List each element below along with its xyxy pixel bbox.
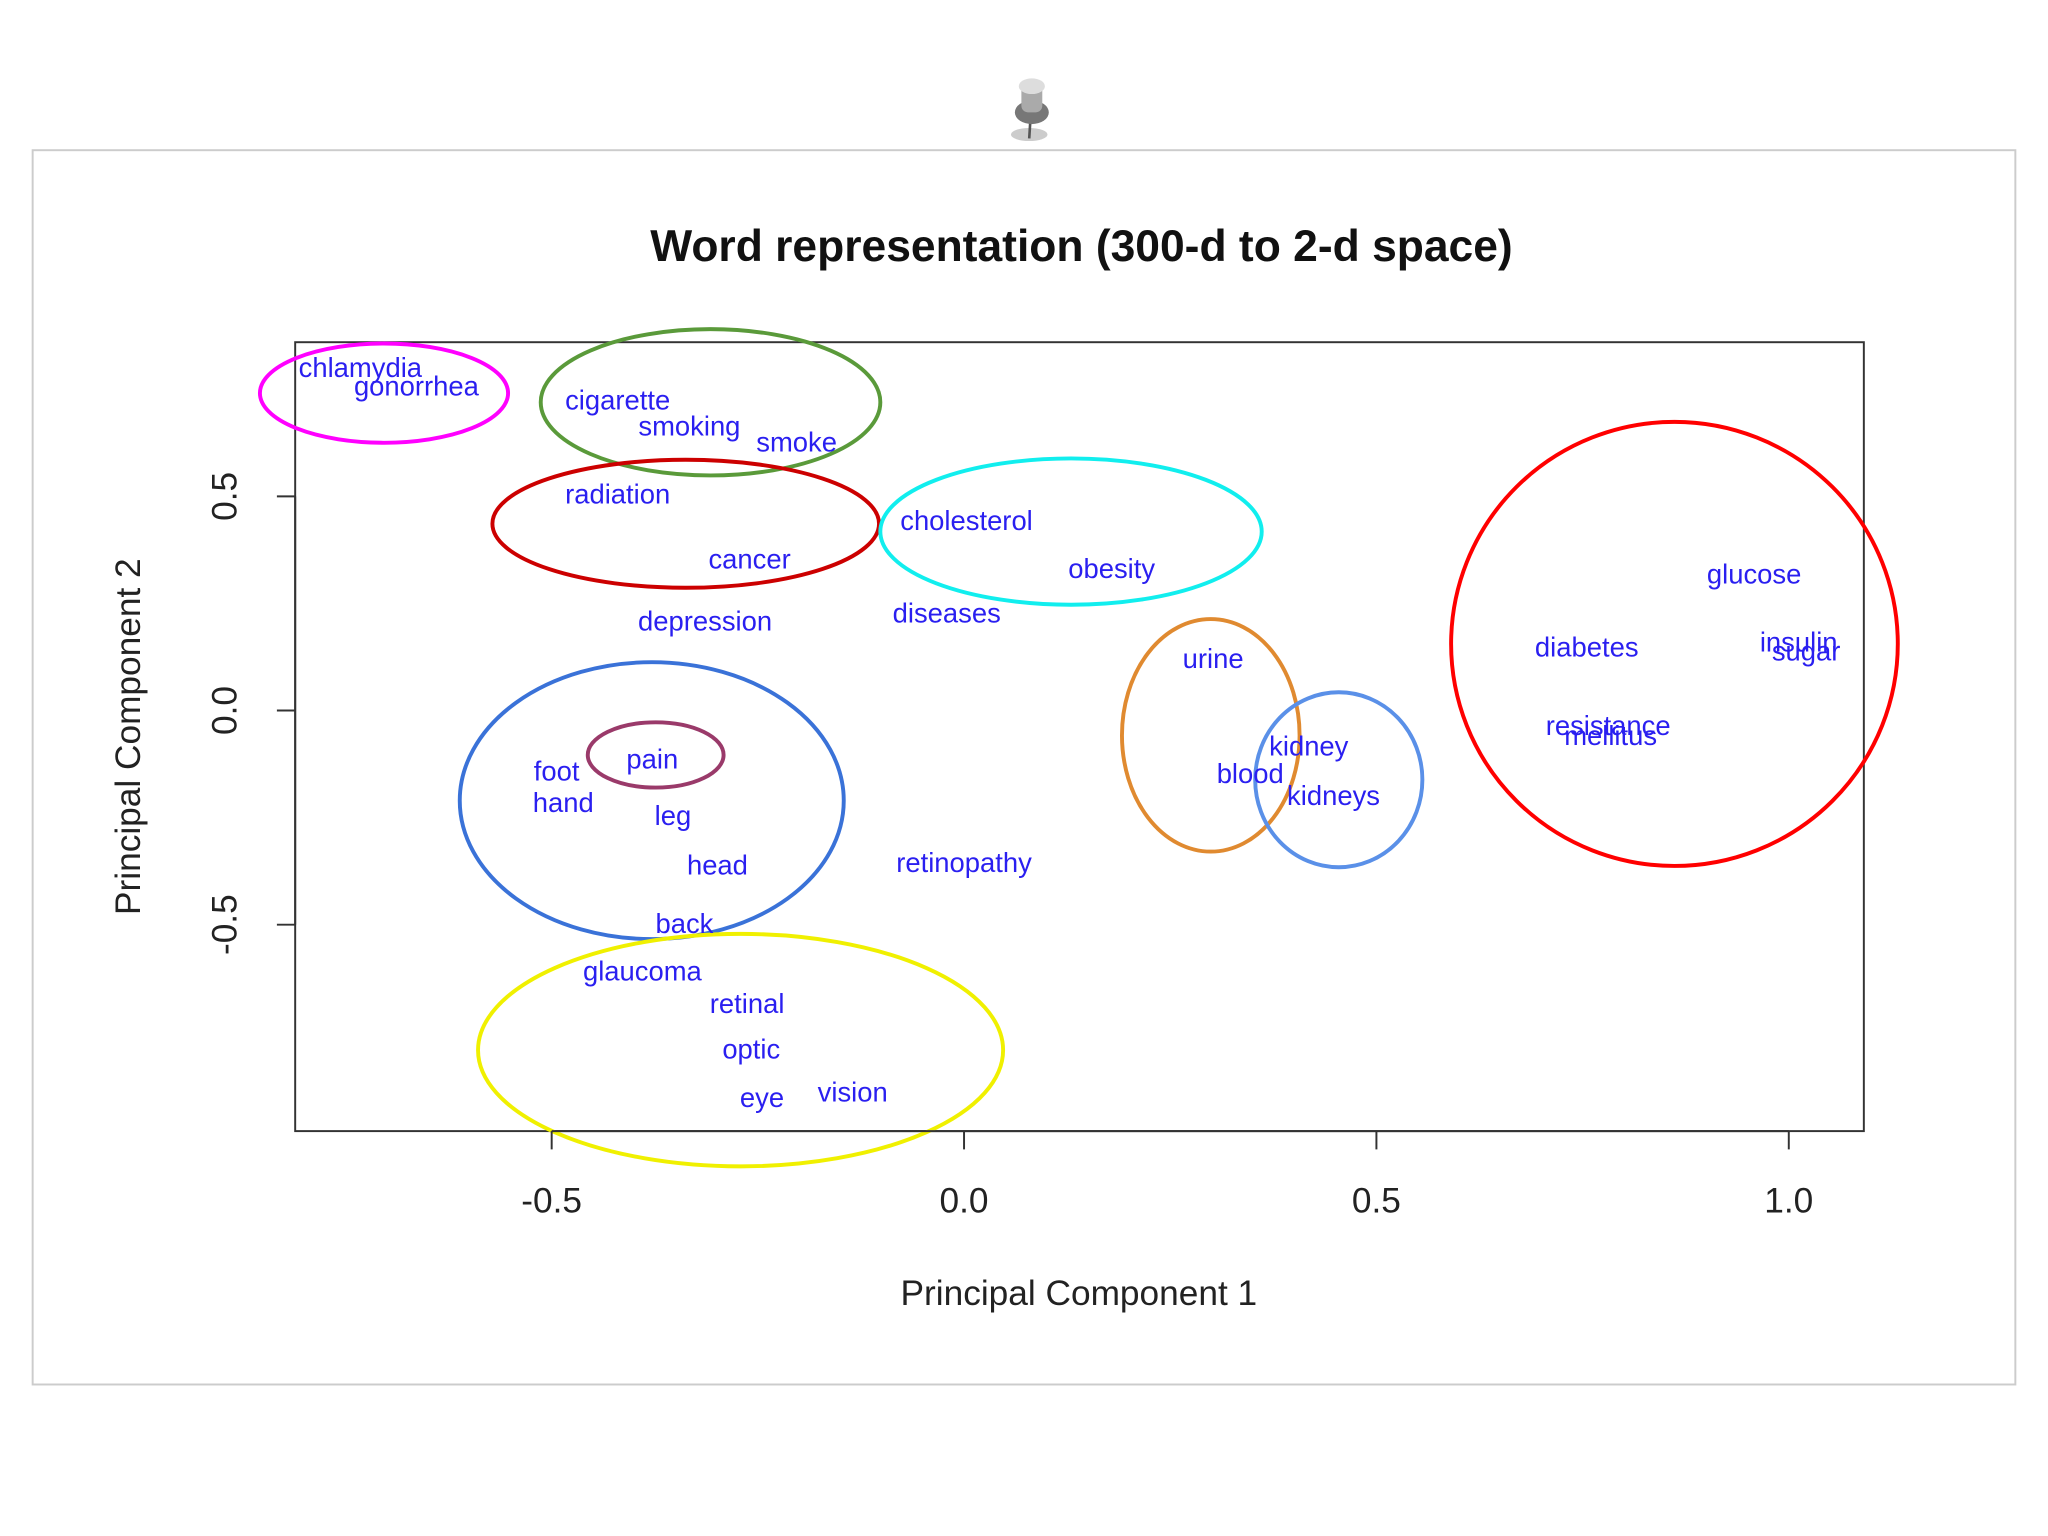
cluster-ellipse [1119, 617, 1302, 854]
word-point: back [656, 908, 714, 939]
chart-title: Word representation (300-d to 2-d space) [650, 222, 1513, 271]
word-point: urine [1183, 643, 1244, 674]
word-point: smoke [756, 426, 837, 457]
word-point: diabetes [1535, 632, 1639, 663]
cluster-ellipse [538, 327, 883, 478]
word-point: resistance [1546, 710, 1671, 741]
word-point: optic [722, 1034, 780, 1065]
word-point: blood [1217, 758, 1284, 789]
word-point: mellitus [1564, 720, 1657, 751]
x-tick-label: 0.0 [940, 1181, 989, 1220]
word-point: radiation [565, 479, 670, 510]
word-point: leg [655, 800, 692, 831]
word-point: glaucoma [583, 955, 703, 986]
word-point: cancer [708, 544, 790, 575]
word-point: gonorrhea [354, 370, 480, 401]
word-point: chlamydia [299, 352, 423, 383]
word-point: cholesterol [900, 505, 1033, 536]
x-axis-label: Principal Component 1 [901, 1274, 1258, 1313]
word-point: smoking [638, 411, 740, 442]
word-point: retinopathy [896, 847, 1032, 878]
word-point: hand [533, 787, 594, 818]
word-point: sugar [1772, 635, 1841, 666]
cluster-ellipses [257, 327, 1900, 1169]
cluster-ellipse [1253, 690, 1425, 870]
word-point: retinal [710, 988, 785, 1019]
y-tick-label: 0.5 [206, 472, 245, 521]
cluster-ellipse [257, 341, 511, 445]
y-axis-label: Principal Component 2 [109, 558, 148, 915]
cluster-ellipse [1449, 419, 1900, 868]
word-point: depression [638, 605, 772, 636]
y-tick-label: 0.0 [206, 686, 245, 735]
word-point: obesity [1068, 553, 1155, 584]
word-point: glucose [1707, 558, 1801, 589]
x-tick-label: -0.5 [521, 1181, 582, 1220]
pushpin [1010, 78, 1049, 142]
slide-frame [31, 149, 2017, 1386]
word-point: vision [818, 1077, 888, 1108]
cluster-ellipse [585, 720, 726, 790]
word-point: eye [740, 1082, 784, 1113]
word-point: pain [626, 744, 678, 775]
y-tick-label: -0.5 [206, 894, 245, 955]
cluster-ellipse [878, 456, 1264, 607]
cluster-ellipse [476, 931, 1006, 1169]
word-point: diseases [893, 597, 1001, 628]
word-point: head [687, 850, 748, 881]
word-point: insulin [1760, 626, 1838, 657]
word-point: kidneys [1287, 780, 1380, 811]
x-tick-label: 0.5 [1352, 1181, 1401, 1220]
word-point: foot [534, 755, 580, 786]
cluster-ellipse [490, 457, 881, 590]
word-point: cigarette [565, 384, 670, 415]
x-tick-label: 1.0 [1764, 1181, 1813, 1220]
word-point: kidney [1269, 730, 1349, 761]
